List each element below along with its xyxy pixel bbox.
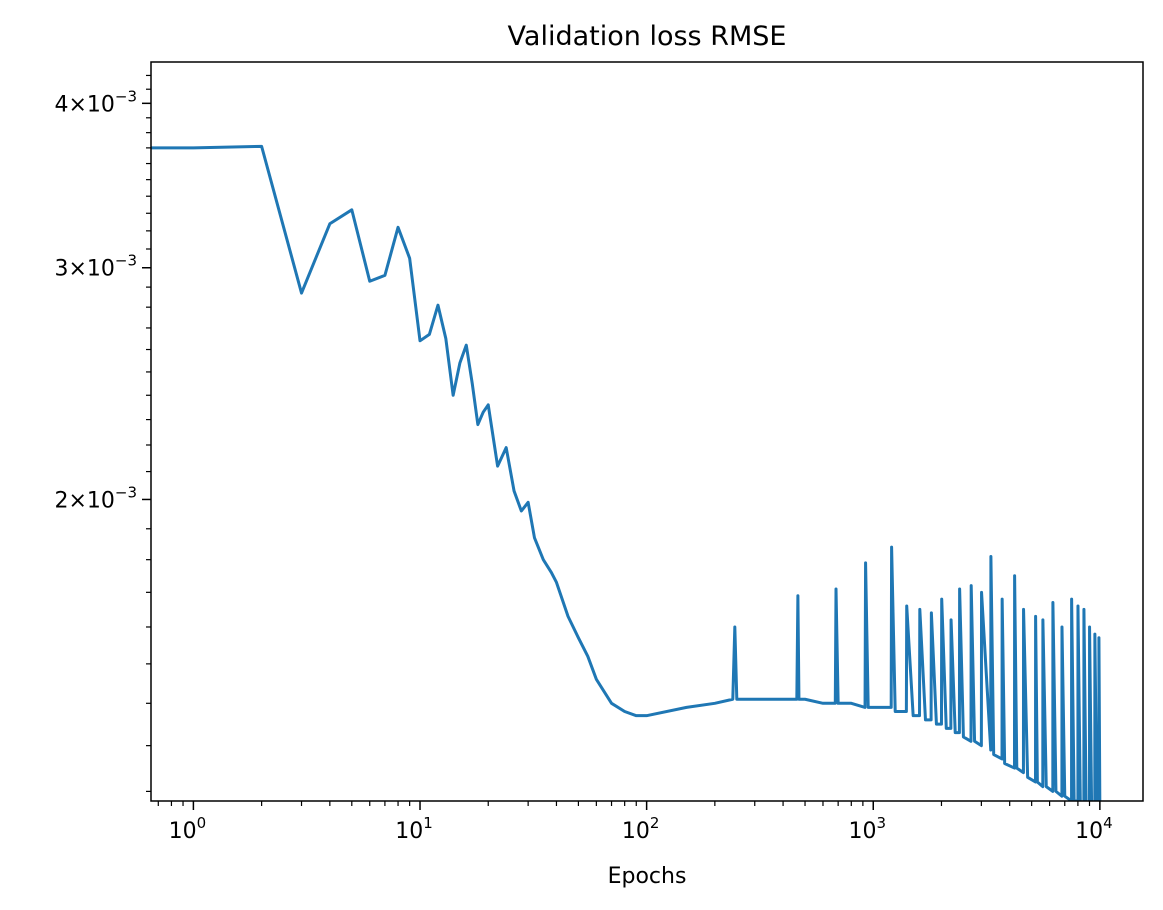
chart-title: Validation loss RMSE [508,21,787,52]
x-tick-label: 103 [848,814,886,844]
y-tick-label: 3×10−3 [54,252,137,282]
y-tick-label: 4×10−3 [54,87,137,117]
y-tick-label: 2×10−3 [54,483,137,513]
x-axis-label: Epochs [608,864,687,889]
x-tick-label: 102 [622,814,660,844]
x-tick-label: 101 [395,814,433,844]
x-tick-label: 104 [1075,814,1113,844]
plot-area: 100 101 102 103 104 2×10−3 3×10−3 4×10−3 [54,61,1144,844]
x-tick-label: 100 [169,814,207,844]
series-line-val_rmse [151,144,1102,801]
